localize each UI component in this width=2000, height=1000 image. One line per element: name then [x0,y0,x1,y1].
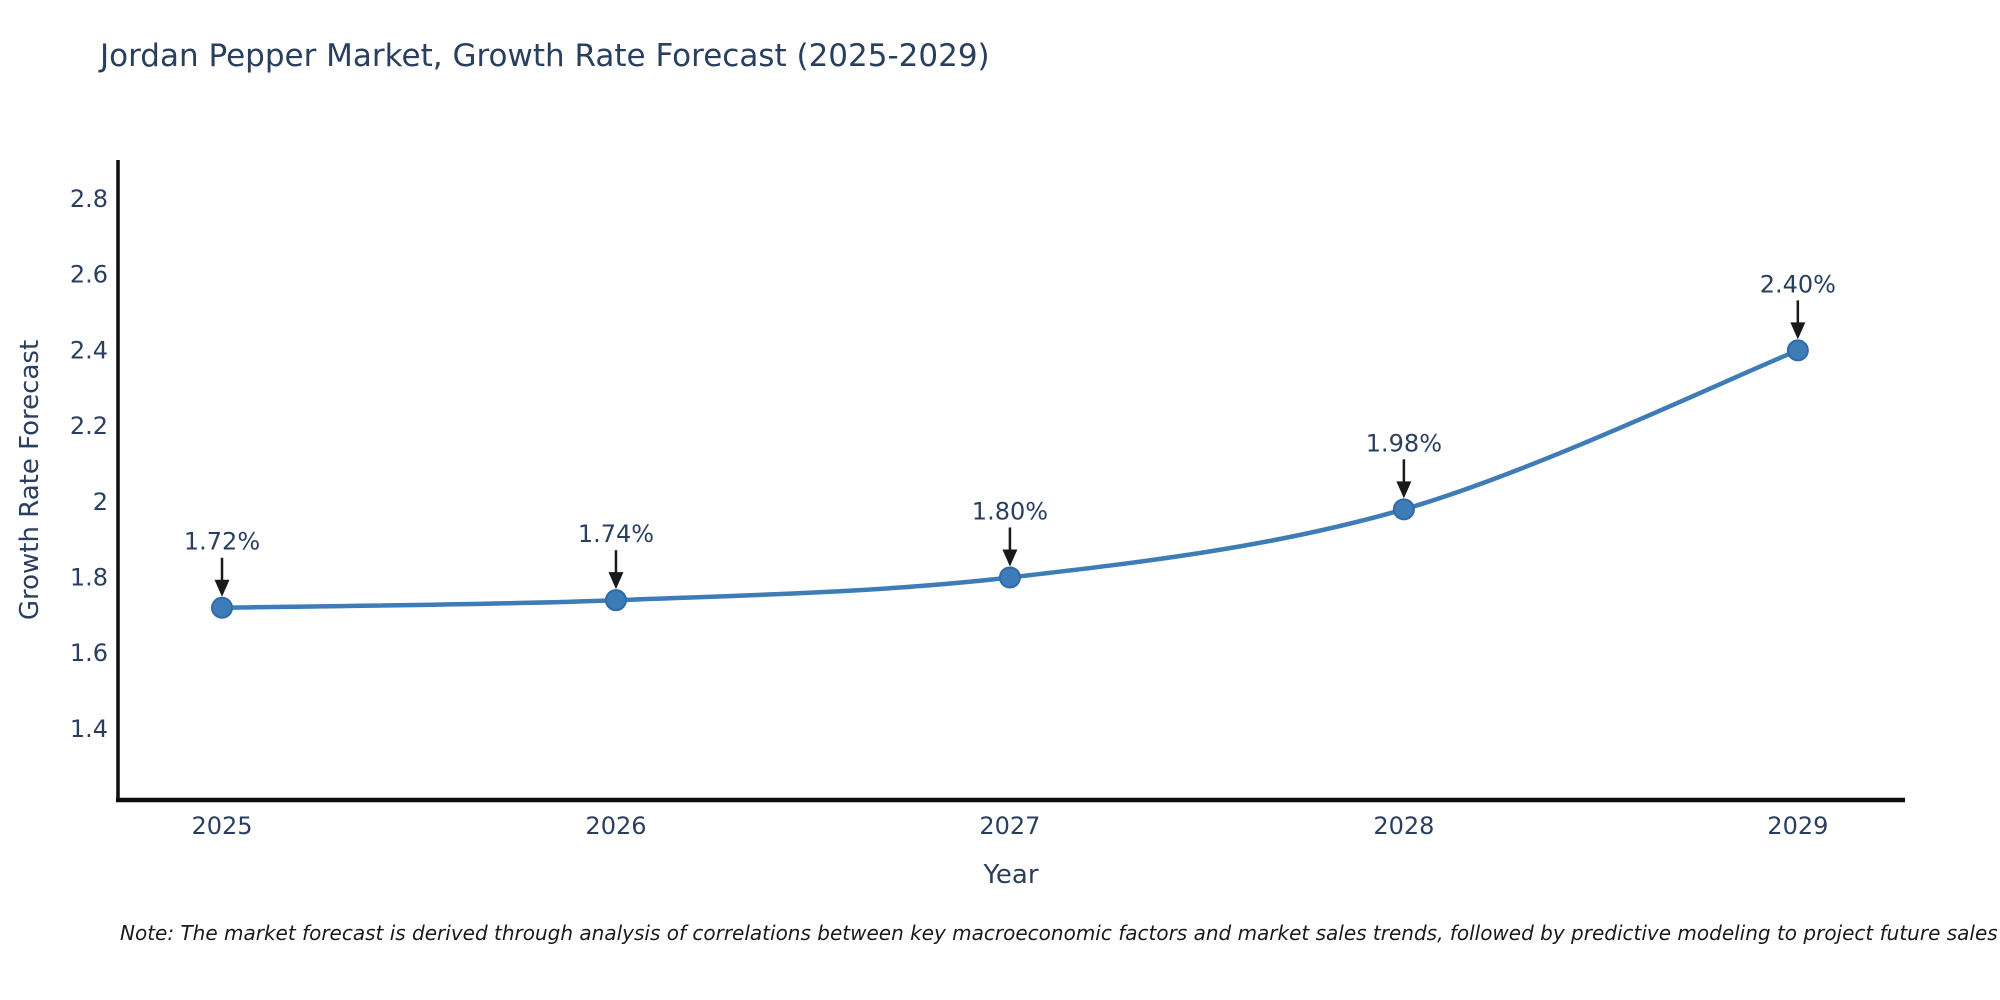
y-tick-label: 2.4 [70,336,108,364]
x-tick-label: 2026 [585,812,646,840]
x-tick-label: 2029 [1767,812,1828,840]
x-tick-label: 2027 [979,812,1040,840]
annotation-label: 1.80% [972,497,1048,525]
x-tick-label: 2028 [1373,812,1434,840]
data-point-marker-2025[interactable] [211,596,234,619]
annotation-arrowhead [214,579,230,597]
y-tick-label: 1.8 [70,563,108,591]
data-point-marker-2027[interactable] [998,566,1021,589]
annotation-label: 2.40% [1760,270,1836,298]
y-tick-label: 1.4 [70,715,108,743]
annotation-arrowhead [608,572,624,590]
data-point-marker-2028[interactable] [1392,498,1415,521]
y-tick-label: 2.6 [70,261,108,289]
y-tick-label: 2.8 [70,185,108,213]
data-point-marker-2029[interactable] [1786,339,1809,362]
annotation-label: 1.72% [184,528,260,556]
chart-title: Jordan Pepper Market, Growth Rate Foreca… [100,38,990,74]
x-axis-title: Year [983,860,1039,890]
annotation-arrowhead [1790,322,1806,340]
data-point-marker-2026[interactable] [604,589,627,612]
annotation-arrowhead [1002,549,1018,567]
y-tick-label: 2.2 [70,412,108,440]
annotation-arrowhead [1396,481,1412,499]
footnote: Note: The market forecast is derived thr… [120,921,1998,945]
x-tick-label: 2025 [191,812,252,840]
annotation-label: 1.98% [1366,429,1442,457]
annotation-label: 1.74% [578,520,654,548]
y-tick-label: 1.6 [70,639,108,667]
y-tick-label: 2 [93,488,108,516]
